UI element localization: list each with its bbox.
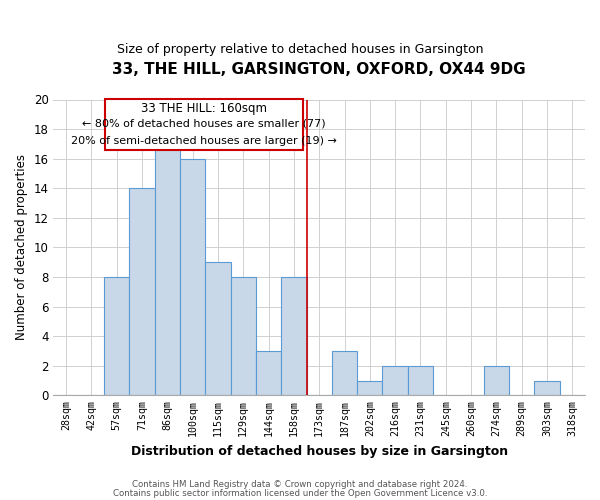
Bar xyxy=(256,351,281,396)
Bar xyxy=(281,277,307,396)
Bar xyxy=(332,351,357,396)
Bar xyxy=(205,262,230,396)
X-axis label: Distribution of detached houses by size in Garsington: Distribution of detached houses by size … xyxy=(131,444,508,458)
Bar xyxy=(357,380,382,396)
Bar xyxy=(408,366,433,396)
Text: 20% of semi-detached houses are larger (19) →: 20% of semi-detached houses are larger (… xyxy=(71,136,337,146)
Y-axis label: Number of detached properties: Number of detached properties xyxy=(15,154,28,340)
Bar xyxy=(130,188,155,396)
Bar xyxy=(484,366,509,396)
Text: Contains public sector information licensed under the Open Government Licence v3: Contains public sector information licen… xyxy=(113,489,487,498)
FancyBboxPatch shape xyxy=(106,99,303,150)
Bar xyxy=(180,158,205,396)
Bar xyxy=(104,277,130,396)
Bar xyxy=(155,144,180,396)
Bar xyxy=(535,380,560,396)
Bar xyxy=(230,277,256,396)
Bar xyxy=(382,366,408,396)
Text: Size of property relative to detached houses in Garsington: Size of property relative to detached ho… xyxy=(117,42,483,56)
Title: 33, THE HILL, GARSINGTON, OXFORD, OX44 9DG: 33, THE HILL, GARSINGTON, OXFORD, OX44 9… xyxy=(112,62,526,78)
Text: ← 80% of detached houses are smaller (77): ← 80% of detached houses are smaller (77… xyxy=(82,119,326,129)
Text: 33 THE HILL: 160sqm: 33 THE HILL: 160sqm xyxy=(141,102,267,115)
Text: Contains HM Land Registry data © Crown copyright and database right 2024.: Contains HM Land Registry data © Crown c… xyxy=(132,480,468,489)
